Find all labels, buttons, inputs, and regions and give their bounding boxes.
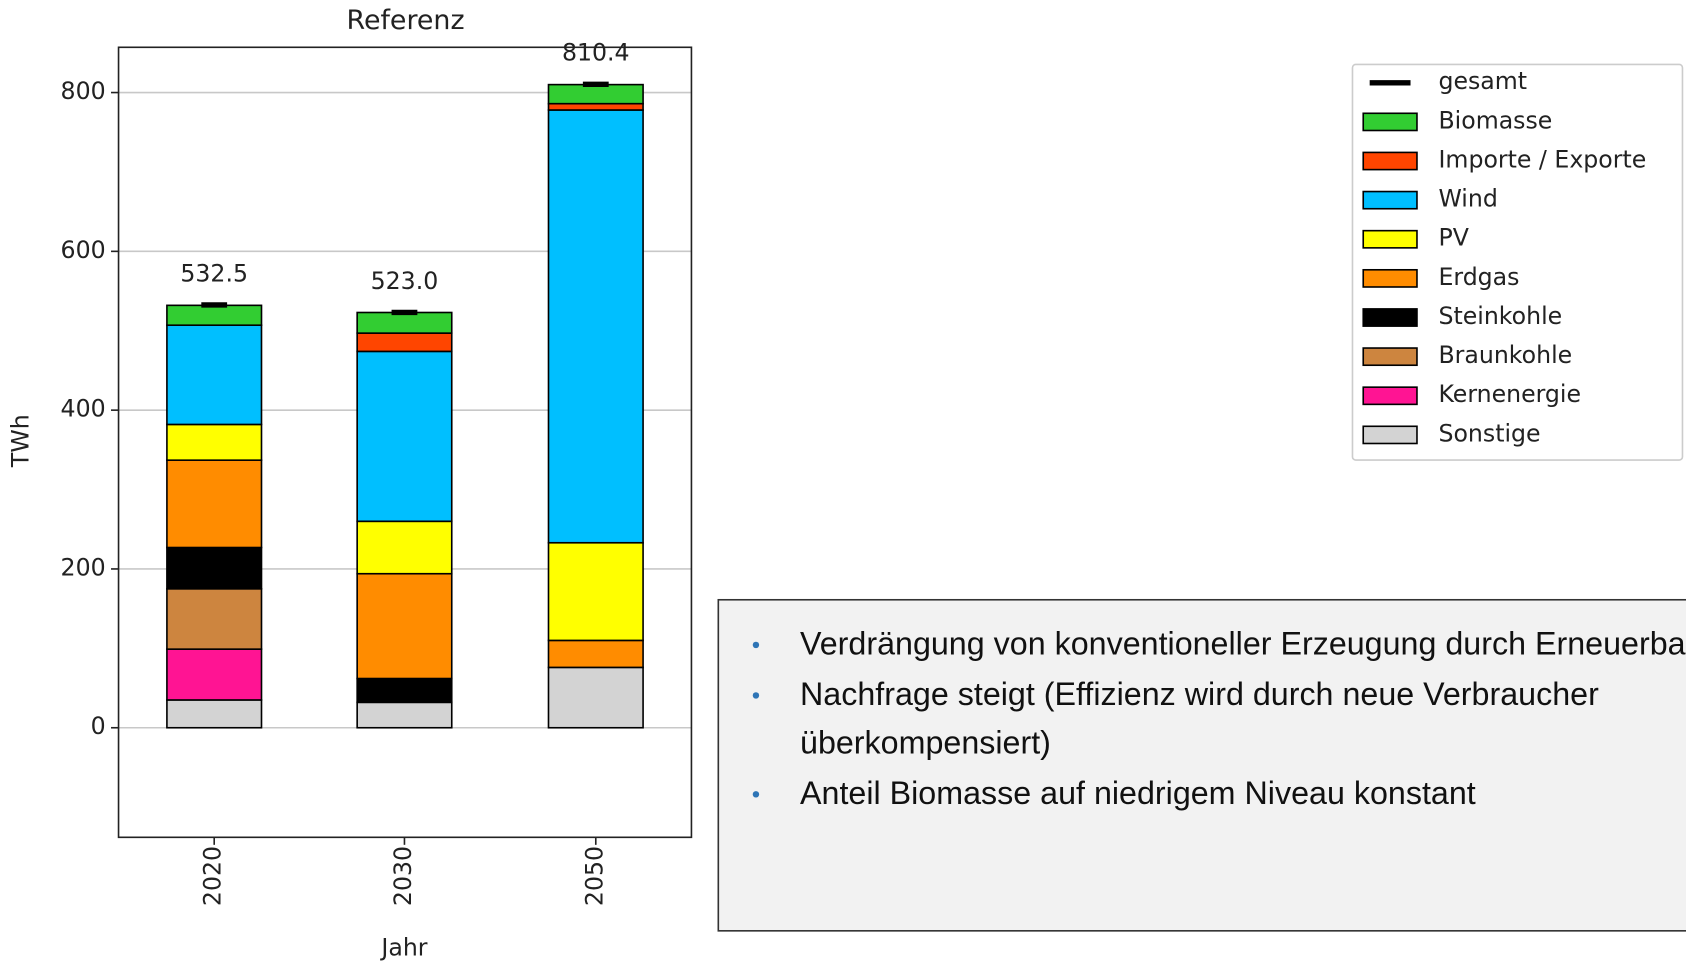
bar-segment <box>356 350 453 523</box>
bar-segment <box>356 572 453 680</box>
y-tick-label: 800 <box>61 77 106 105</box>
bar-segment <box>166 648 263 701</box>
bar-segment <box>166 304 263 326</box>
legend-swatch <box>1362 190 1418 210</box>
bar-segment <box>547 109 644 544</box>
bar-segment <box>166 587 263 650</box>
chart-title: Referenz <box>347 5 465 36</box>
legend-swatch <box>1362 347 1418 367</box>
notes-container: Verdrängung von konventioneller Erzeugun… <box>719 601 1686 818</box>
legend-label: Kernenergie <box>1438 380 1581 408</box>
legend-swatch <box>1362 151 1418 171</box>
bar-segment <box>166 459 263 549</box>
bar-segment <box>547 83 644 105</box>
legend-label: Erdgas <box>1438 263 1519 291</box>
plot-frame <box>117 46 693 839</box>
y-tick-label: 200 <box>61 553 106 581</box>
bar-segment <box>356 677 453 704</box>
total-label: 523.0 <box>371 267 439 295</box>
y-tick-label: 400 <box>61 395 106 423</box>
bar-segment <box>547 666 644 729</box>
x-tick-label: 2050 <box>580 846 608 906</box>
legend-swatch <box>1362 268 1418 288</box>
legend-swatch <box>1362 229 1418 249</box>
y-tick-label: 600 <box>61 236 106 264</box>
bar-segment <box>356 311 453 334</box>
bar-segment <box>166 324 263 426</box>
bar-segment <box>547 639 644 669</box>
notes-list: Verdrängung von konventioneller Erzeugun… <box>719 601 1686 818</box>
y-axis-label: TWh <box>6 414 34 468</box>
legend-label: gesamt <box>1438 67 1527 95</box>
total-label: 810.4 <box>562 39 630 67</box>
bar-segment <box>356 332 453 353</box>
note: Nachfrage steigt (Effizienz wird durch n… <box>752 671 1686 768</box>
legend-label: Wind <box>1438 185 1497 213</box>
notes-box <box>717 598 1686 932</box>
legend-swatch <box>1362 425 1418 445</box>
x-tick-label: 2020 <box>199 846 227 906</box>
legend-label: Braunkohle <box>1438 341 1572 369</box>
bar-segment <box>547 102 644 111</box>
y-tick-label: 0 <box>91 712 106 740</box>
legend-box <box>1351 63 1684 461</box>
bar-segment <box>356 520 453 575</box>
bar-segment <box>547 541 644 642</box>
legend-label: Steinkohle <box>1438 302 1562 330</box>
bar-segment <box>166 699 263 729</box>
legend-swatch <box>1362 308 1418 327</box>
x-tick-label: 2030 <box>389 846 417 906</box>
legend-label: Sonstige <box>1438 419 1540 447</box>
legend-label: Biomasse <box>1438 106 1552 134</box>
legend-swatch <box>1362 386 1418 406</box>
note: Verdrängung von konventioneller Erzeugun… <box>752 620 1686 668</box>
note: Anteil Biomasse auf niedrigem Niveau kon… <box>752 770 1686 818</box>
bar-segment <box>166 423 263 461</box>
legend-label: Importe / Exporte <box>1438 146 1646 174</box>
bar-segment <box>166 546 263 590</box>
total-label: 532.5 <box>180 259 248 287</box>
legend-label: PV <box>1438 224 1468 252</box>
bar-segment <box>356 701 453 729</box>
legend-swatch <box>1362 112 1418 132</box>
x-axis-label: Jahr <box>379 934 427 962</box>
